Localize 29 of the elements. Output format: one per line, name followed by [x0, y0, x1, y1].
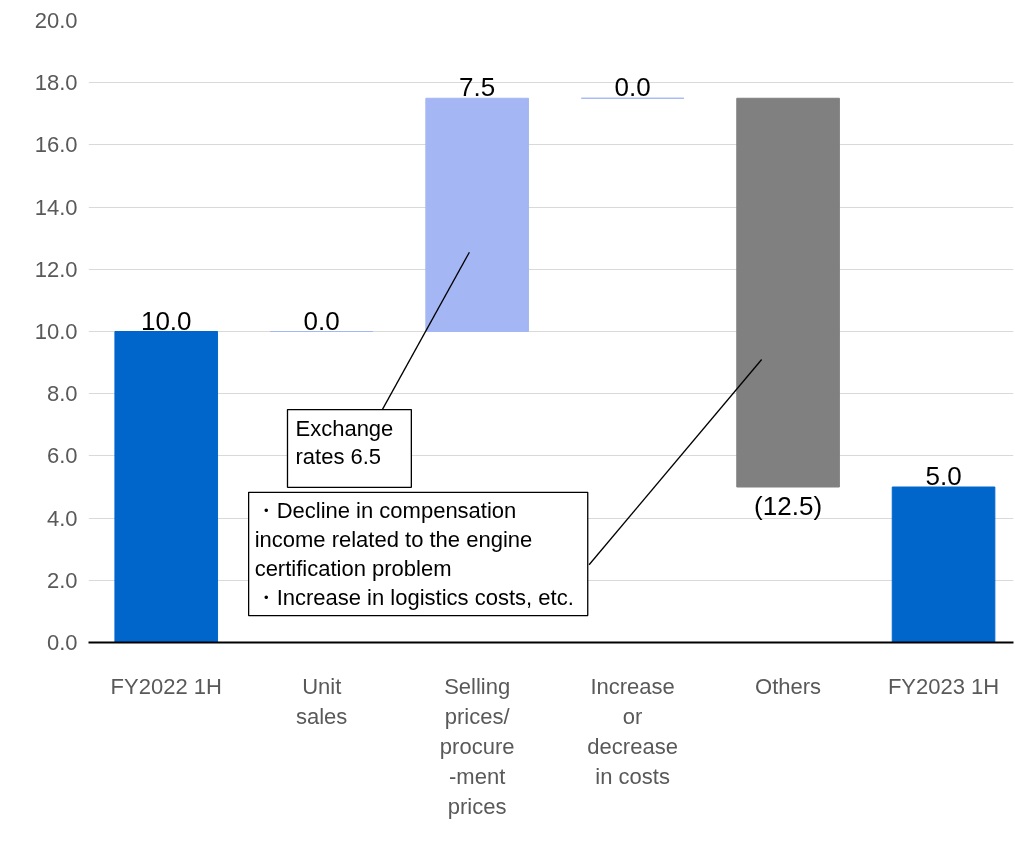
data-label: 0.0 — [614, 72, 651, 103]
y-tick-label: 4.0 — [46, 505, 78, 531]
y-tick-label: 14.0 — [34, 194, 78, 220]
y-tick-label: 20.0 — [34, 8, 78, 33]
annotation: ・Decline in compensation income related to the engine certification problem ・Increase in logistics costs, etc. — [254, 498, 574, 610]
y-tick-label: 2.0 — [46, 567, 78, 593]
data-label: (12.5) — [754, 491, 823, 521]
y-tick-label: 16.0 — [34, 132, 78, 158]
x-tick-label: Increase or decrease in costs — [587, 673, 678, 789]
data-label: 0.0 — [303, 305, 340, 336]
y-tick-label: 0.0 — [46, 630, 78, 655]
bar — [425, 97, 529, 332]
annotation: Exchange rates 6.5 — [295, 415, 394, 470]
y-tick-label: 6.0 — [46, 443, 78, 469]
data-label: 5.0 — [925, 461, 962, 491]
x-tick-label: Others — [755, 673, 822, 699]
x-tick-label: FY2022 1H — [110, 673, 222, 699]
y-tick-label: 10.0 — [34, 319, 78, 344]
bar — [736, 97, 840, 488]
y-tick-label: 18.0 — [34, 70, 78, 96]
x-tick-label: FY2023 1H — [887, 673, 1000, 699]
x-tick-label: Selling prices/ procure -ment prices — [439, 673, 515, 819]
y-tick-label: 8.0 — [46, 381, 78, 407]
bar — [891, 486, 996, 643]
data-label: 10.0 — [140, 305, 192, 336]
data-label: 7.5 — [459, 72, 496, 103]
y-tick-label: 12.0 — [34, 256, 78, 282]
bar — [114, 331, 219, 643]
x-tick-label: Unit sales — [296, 673, 348, 729]
